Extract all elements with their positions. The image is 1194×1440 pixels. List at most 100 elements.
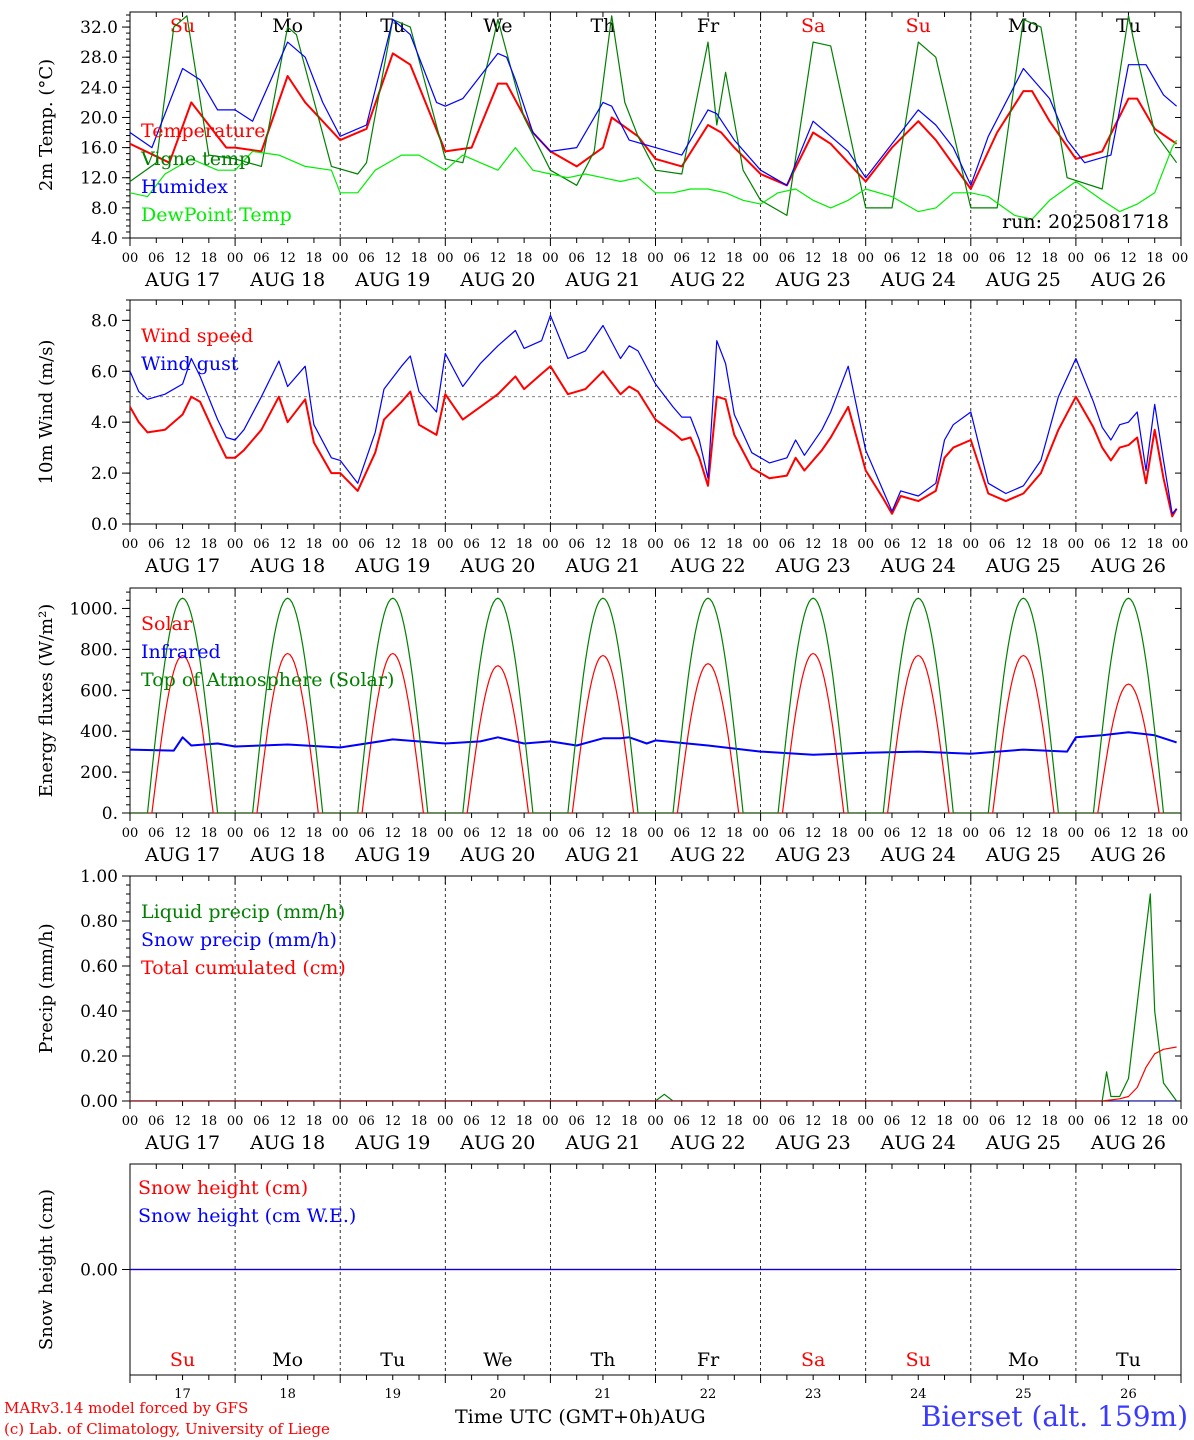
hour-tick-label: 12 [910,251,927,266]
legend-entry: DewPoint Temp [141,204,292,226]
hour-tick-label: 12 [910,826,927,841]
hour-tick-label: 18 [1041,537,1058,552]
hour-tick-label: 12 [384,1114,401,1129]
hour-tick-label: 18 [831,537,848,552]
weekday-label: Su [170,1349,195,1371]
y-tick-label: 8.0 [91,199,118,219]
day-number-label: 17 [174,1387,191,1402]
hour-tick-label: 12 [279,537,296,552]
hour-tick-label: 00 [1172,251,1189,266]
weekday-label: Mo [1008,15,1039,37]
hour-tick-label: 06 [779,537,796,552]
hour-tick-label: 00 [542,537,559,552]
weekday-label: We [483,1349,512,1371]
date-label: AUG 20 [459,269,535,291]
hour-tick-label: 00 [437,251,454,266]
hour-tick-label: 00 [1068,251,1085,266]
hour-tick-label: 12 [279,251,296,266]
hour-tick-label: 06 [674,251,691,266]
hour-tick-label: 00 [227,537,244,552]
hour-tick-label: 12 [805,1114,822,1129]
hour-tick-label: 06 [1094,251,1111,266]
weekday-label: Su [906,1349,931,1371]
plot-frame [129,299,1182,525]
hour-tick-label: 12 [490,826,507,841]
date-label: AUG 25 [985,269,1061,291]
y-tick-label: 0.80 [80,912,118,932]
panel-energy: 0. 200. 400. 600. 800. 1000. Energy fluxes (W/… [36,587,1188,866]
hour-tick-label: 18 [1146,251,1163,266]
day-number-label: 20 [490,1387,507,1402]
hour-tick-label: 18 [621,1114,638,1129]
y-tick-label: 1.00 [80,867,118,887]
hour-tick-label: 00 [122,826,139,841]
hour-tick-label: 12 [384,537,401,552]
date-label: AUG 22 [669,555,745,577]
date-label: AUG 23 [775,269,851,291]
panel-wind: 0.0 2.0 4.0 6.0 8.0 10m Wind (m/s) 00 06 12 18 AUG… [36,299,1188,577]
y-tick-label: 24.0 [80,78,118,98]
weekday-label: Mo [272,15,303,37]
hour-tick-label: 00 [332,826,349,841]
weekday-label: Mo [272,1349,303,1371]
hour-tick-label: 06 [463,1114,480,1129]
y-tick-label: 8.0 [91,311,118,331]
y-tick-label: 4.0 [91,413,118,433]
hour-tick-label: 00 [227,1114,244,1129]
date-label: AUG 19 [354,1132,430,1154]
hour-tick-label: 06 [884,251,901,266]
date-label: AUG 20 [459,555,535,577]
hour-tick-label: 06 [358,1114,375,1129]
plot-frame [129,587,1182,814]
hour-tick-label: 12 [595,1114,612,1129]
hour-tick-label: 06 [568,537,585,552]
hour-tick-label: 12 [595,537,612,552]
hour-tick-label: 18 [201,537,218,552]
y-tick-label: 2.0 [91,464,118,484]
hour-tick-label: 18 [411,537,428,552]
hour-tick-label: 12 [490,251,507,266]
hour-tick-label: 06 [779,251,796,266]
credit-line-model: MARv3.14 model forced by GFS [4,1399,249,1417]
date-label: AUG 19 [354,844,430,866]
hour-tick-label: 00 [542,1114,559,1129]
hour-tick-label: 06 [148,251,165,266]
y-axis-label: 2m Temp. (°C) [36,59,57,191]
hour-tick-label: 18 [201,1114,218,1129]
hour-tick-label: 12 [595,826,612,841]
date-label: AUG 25 [985,555,1061,577]
date-label: AUG 23 [775,844,851,866]
legend-entry: Wind gust [141,353,239,375]
hour-tick-label: 06 [1094,537,1111,552]
hour-tick-label: 00 [122,1114,139,1129]
date-label: AUG 18 [249,844,325,866]
hour-tick-label: 06 [568,251,585,266]
series-line-top-of-atmosphere-solar [130,597,1181,813]
hour-tick-label: 00 [437,1114,454,1129]
hour-tick-label: 00 [647,826,664,841]
hour-tick-label: 18 [1041,251,1058,266]
hour-tick-label: 06 [148,1114,165,1129]
hour-tick-label: 12 [279,1114,296,1129]
hour-tick-label: 18 [516,826,533,841]
hour-tick-label: 12 [384,826,401,841]
date-label: AUG 17 [144,555,220,577]
series-line-total-cumulated-cm [130,1046,1177,1101]
x-axis-title-text: Time UTC (GMT+0h) [455,1406,661,1428]
panel-snow: 0.00 Snow height (cm) Su 17 Mo 18 Tu 19 We 20 Th 21… [36,1163,1182,1402]
weekday-label: Th [590,1349,615,1371]
hour-tick-label: 06 [358,251,375,266]
legend-entry: Total cumulated (cm) [141,957,346,979]
date-label: AUG 18 [249,555,325,577]
date-label: AUG 22 [669,1132,745,1154]
hour-tick-label: 12 [700,537,717,552]
day-number-label: 23 [805,1387,822,1402]
hour-tick-label: 12 [1120,826,1137,841]
hour-tick-label: 00 [437,826,454,841]
hour-tick-label: 12 [490,537,507,552]
day-number-label: 26 [1120,1387,1137,1402]
hour-tick-label: 12 [490,1114,507,1129]
legend-entry: Snow height (cm W.E.) [138,1205,356,1227]
series-line-infrared [130,731,1177,756]
